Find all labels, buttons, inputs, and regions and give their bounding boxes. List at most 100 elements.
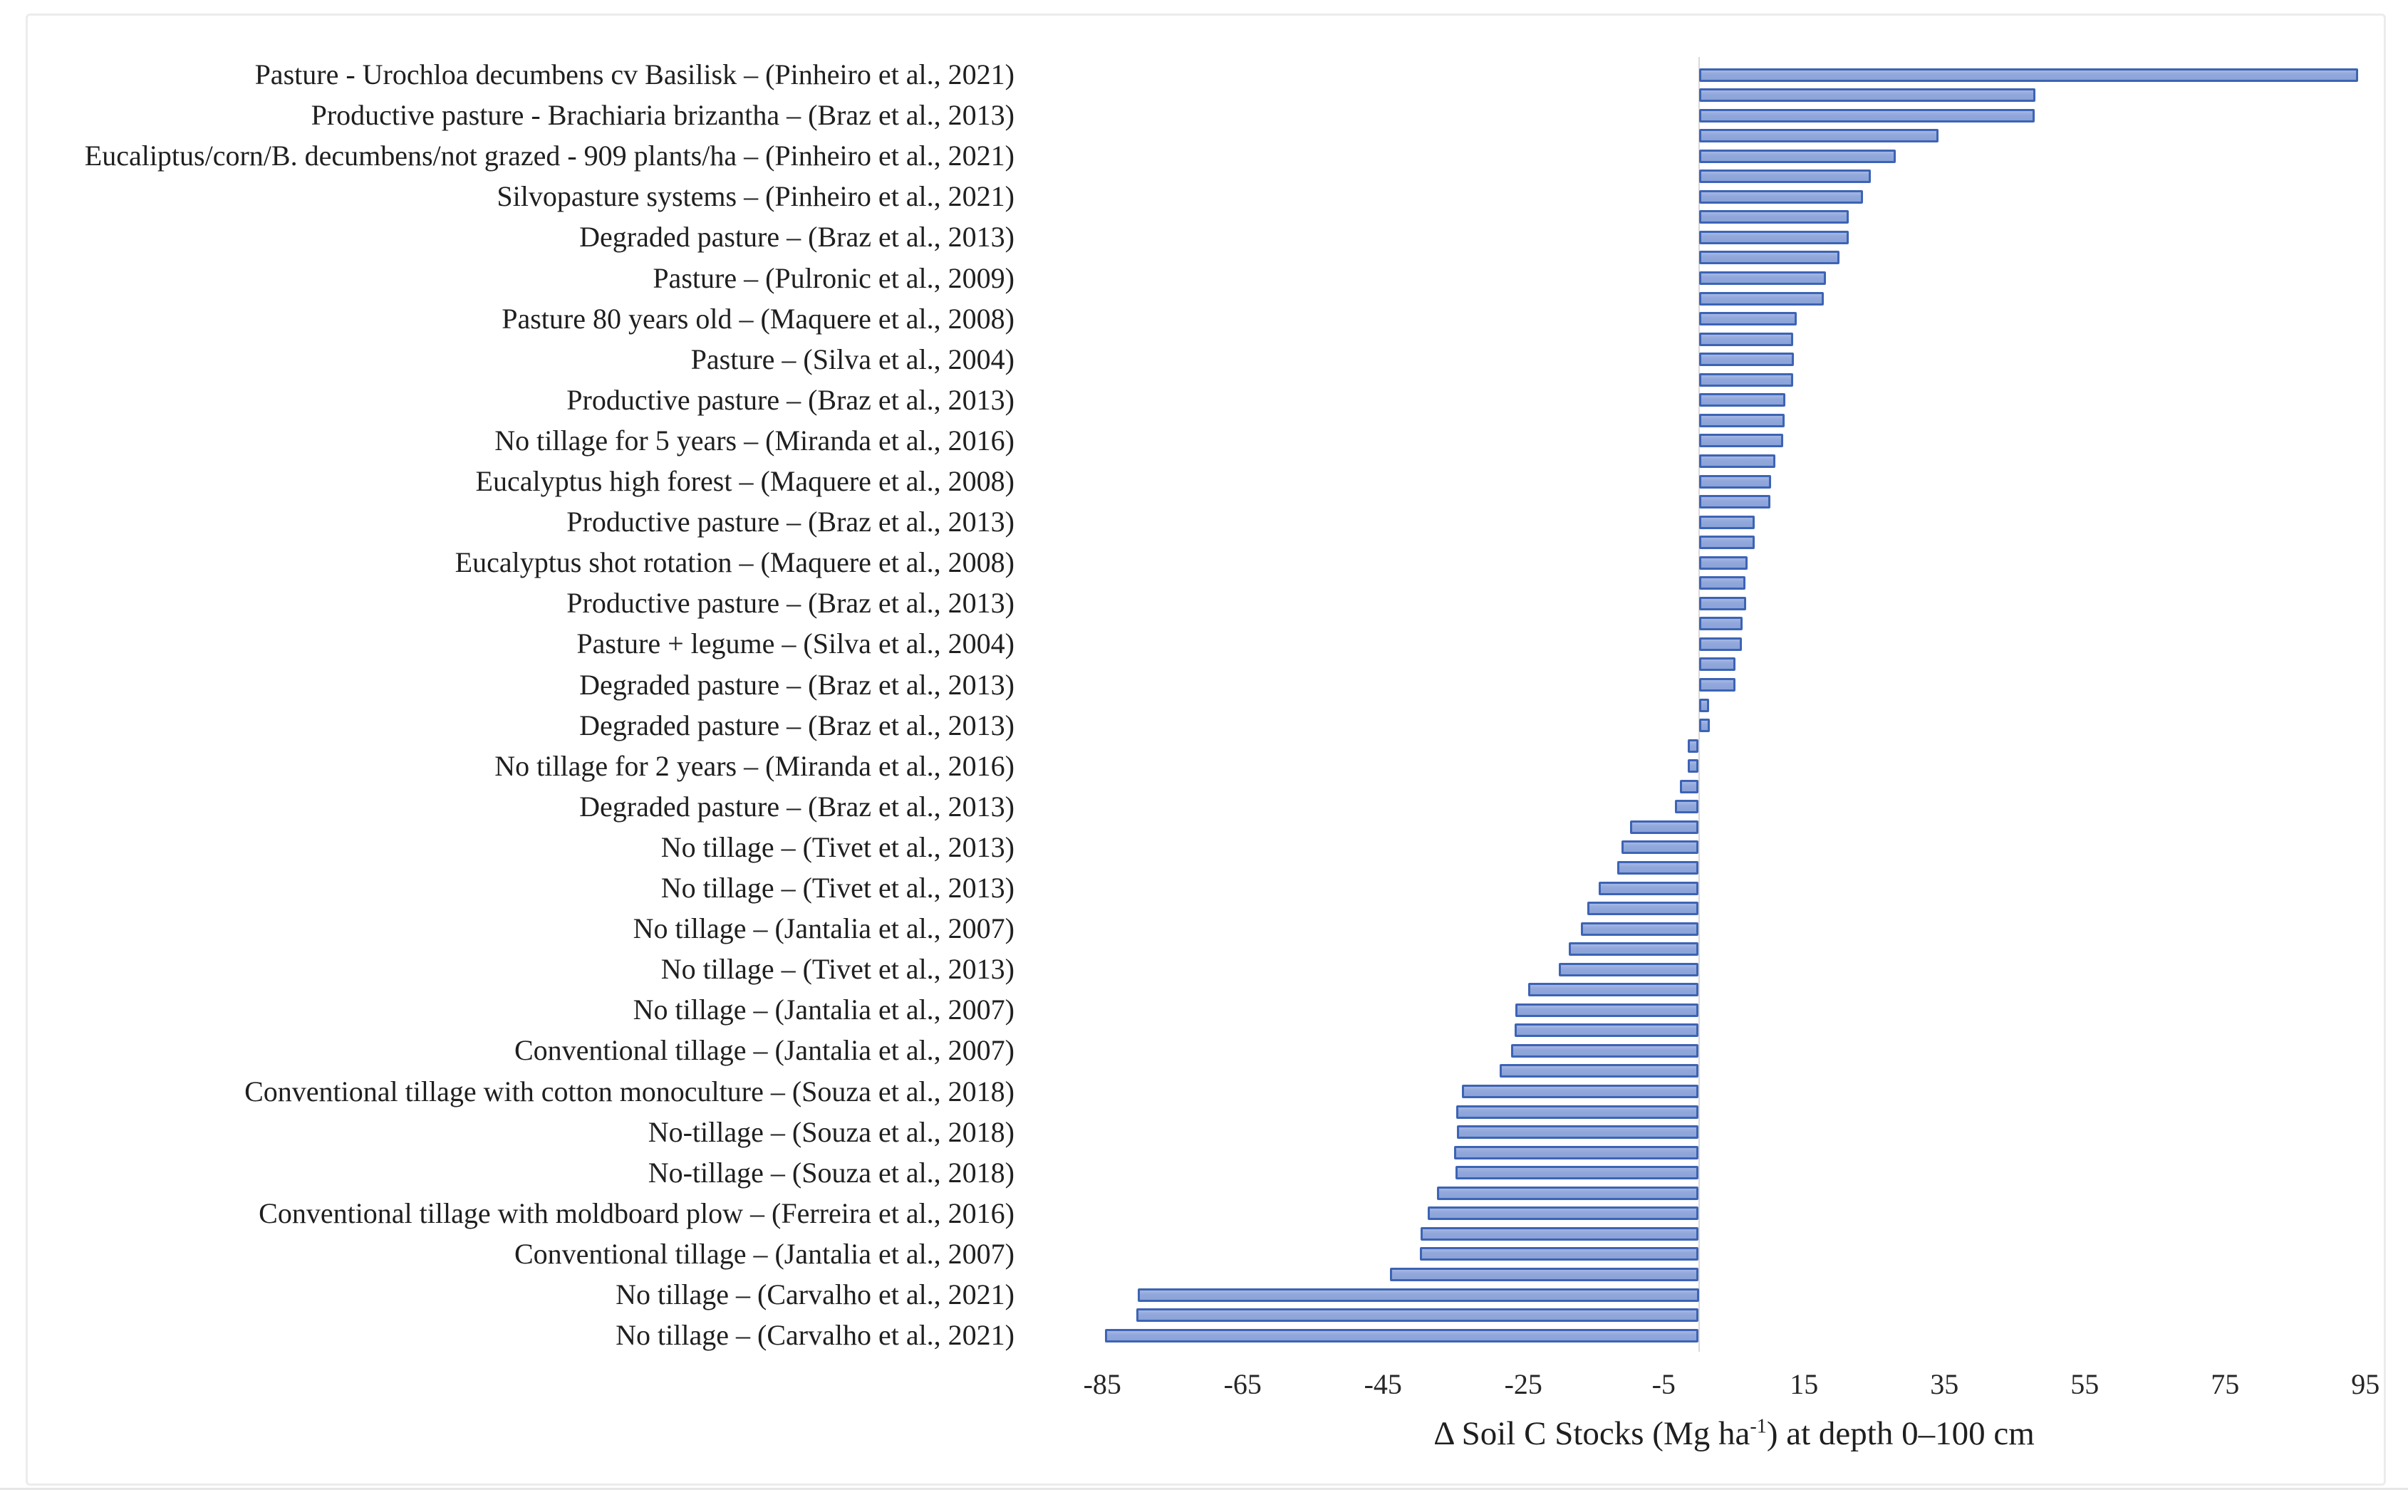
category-label: Pasture 80 years old – (Maquere et al., … — [502, 302, 1014, 335]
bar — [1698, 170, 1871, 184]
x-axis-tick-label: 75 — [2211, 1368, 2240, 1400]
bar — [1698, 637, 1742, 651]
bar — [1390, 1267, 1699, 1281]
category-label: Degraded pasture – (Braz et al., 2013) — [579, 709, 1014, 741]
category-label: Conventional tillage – (Jantalia et al.,… — [514, 1237, 1014, 1270]
bar — [1698, 88, 2036, 103]
x-axis-tick-label: -65 — [1223, 1368, 1262, 1400]
bar — [1698, 108, 2035, 122]
category-label: Productive pasture – (Braz et al., 2013) — [566, 506, 1014, 538]
bar — [1455, 1105, 1699, 1119]
category-label: Conventional tillage with moldboard plow… — [259, 1196, 1014, 1229]
bar — [1698, 129, 1939, 143]
bar — [1687, 739, 1699, 753]
bar — [1698, 332, 1794, 346]
bar — [1698, 719, 1711, 733]
bar — [1698, 474, 1771, 489]
category-label: Productive pasture - Brachiaria brizanth… — [311, 99, 1014, 132]
bar — [1698, 434, 1783, 448]
category-label: No-tillage – (Souza et al., 2018) — [648, 1115, 1014, 1148]
bar — [1137, 1288, 1699, 1302]
category-label: Silvopasture systems – (Pinheiro et al.,… — [497, 180, 1014, 213]
bar — [1698, 271, 1826, 285]
bar — [1698, 230, 1849, 244]
category-label: No tillage for 2 years – (Miranda et al.… — [494, 749, 1014, 782]
bar — [1456, 1125, 1699, 1140]
bar — [1136, 1308, 1699, 1323]
category-label: Productive pasture – (Braz et al., 2013) — [566, 383, 1014, 416]
category-label: No tillage – (Carvalho et al., 2021) — [616, 1319, 1014, 1352]
bar — [1698, 556, 1748, 570]
category-label: Productive pasture – (Braz et al., 2013) — [566, 587, 1014, 620]
category-label: Degraded pasture – (Braz et al., 2013) — [579, 221, 1014, 254]
bar — [1420, 1247, 1699, 1261]
bar — [1687, 759, 1699, 773]
category-label: Pasture - Urochloa decumbens cv Basilisk… — [254, 58, 1014, 90]
category-label: No tillage – (Jantalia et al., 2007) — [633, 994, 1014, 1026]
category-label: Eucalyptus shot rotation – (Maquere et a… — [455, 546, 1014, 579]
bar — [1437, 1186, 1699, 1200]
x-axis-tick-label: -85 — [1083, 1368, 1121, 1400]
bar — [1569, 942, 1699, 956]
bar — [1528, 983, 1699, 997]
category-label: No tillage – (Carvalho et al., 2021) — [616, 1278, 1014, 1310]
bar — [1698, 678, 1735, 692]
bar — [1698, 698, 1710, 712]
bar — [1461, 1085, 1699, 1098]
category-label: Conventional tillage – (Jantalia et al.,… — [514, 1034, 1014, 1067]
bar — [1428, 1206, 1699, 1221]
bar — [1698, 657, 1735, 672]
bar — [1621, 840, 1699, 855]
bar — [1698, 210, 1849, 224]
bar — [1698, 495, 1770, 509]
bar — [1455, 1166, 1699, 1180]
category-label: No-tillage – (Souza et al., 2018) — [648, 1156, 1014, 1189]
x-axis-tick-label: 35 — [1930, 1368, 1959, 1400]
category-label: Eucalyptus high forest – (Maquere et al.… — [475, 465, 1014, 497]
x-axis-title: Δ Soil C Stocks (Mg ha-1) at depth 0–100… — [1022, 1414, 2408, 1453]
bar — [1698, 413, 1785, 427]
bar — [1698, 189, 1863, 204]
category-label: No tillage for 5 years – (Miranda et al.… — [494, 424, 1014, 457]
category-label: No tillage – (Tivet et al., 2013) — [660, 953, 1014, 986]
category-label: No tillage – (Tivet et al., 2013) — [660, 872, 1014, 904]
bar — [1698, 536, 1755, 550]
category-label: Pasture + legume – (Silva et al., 2004) — [576, 627, 1014, 660]
bar — [1581, 922, 1699, 936]
bar — [1675, 800, 1699, 814]
bar — [1698, 596, 1747, 610]
bar — [1559, 962, 1699, 976]
bar — [1105, 1328, 1699, 1342]
bar — [1698, 617, 1743, 631]
category-label: No tillage – (Jantalia et al., 2007) — [633, 912, 1014, 945]
bar — [1499, 1064, 1699, 1078]
bar — [1698, 312, 1797, 326]
bar — [1679, 779, 1699, 793]
category-label: Eucaliptus/corn/B. decumbens/not grazed … — [84, 140, 1014, 172]
x-axis-tick-label: -25 — [1504, 1368, 1542, 1400]
x-axis-title-text: Δ Soil C Stocks (Mg ha — [1433, 1415, 1750, 1452]
bar — [1698, 149, 1896, 163]
category-label: Degraded pasture – (Braz et al., 2013) — [579, 790, 1014, 823]
bar — [1698, 291, 1824, 306]
figure-frame: Pasture - Urochloa decumbens cv Basilisk… — [26, 14, 2386, 1486]
x-axis-tick-label: 95 — [2351, 1368, 2380, 1400]
bar — [1698, 353, 1795, 367]
x-axis-tick-label: 55 — [2070, 1368, 2100, 1400]
bar — [1510, 1043, 1699, 1058]
bar — [1698, 372, 1794, 387]
bar — [1698, 515, 1755, 529]
x-axis-tick-label: 15 — [1790, 1368, 1819, 1400]
bar — [1598, 881, 1699, 895]
page-bottom-divider — [0, 1488, 2408, 1490]
bar — [1698, 454, 1775, 468]
bar — [1587, 902, 1699, 916]
bar — [1515, 1023, 1699, 1038]
bar — [1629, 820, 1699, 834]
category-label: Pasture – (Pulronic et al., 2009) — [653, 261, 1014, 294]
category-label: Degraded pasture – (Braz et al., 2013) — [579, 668, 1014, 701]
bar — [1515, 1003, 1699, 1017]
bar — [1698, 68, 2359, 82]
x-axis-tick-label: -5 — [1651, 1368, 1676, 1400]
category-label: Conventional tillage with cotton monocul… — [244, 1075, 1014, 1107]
